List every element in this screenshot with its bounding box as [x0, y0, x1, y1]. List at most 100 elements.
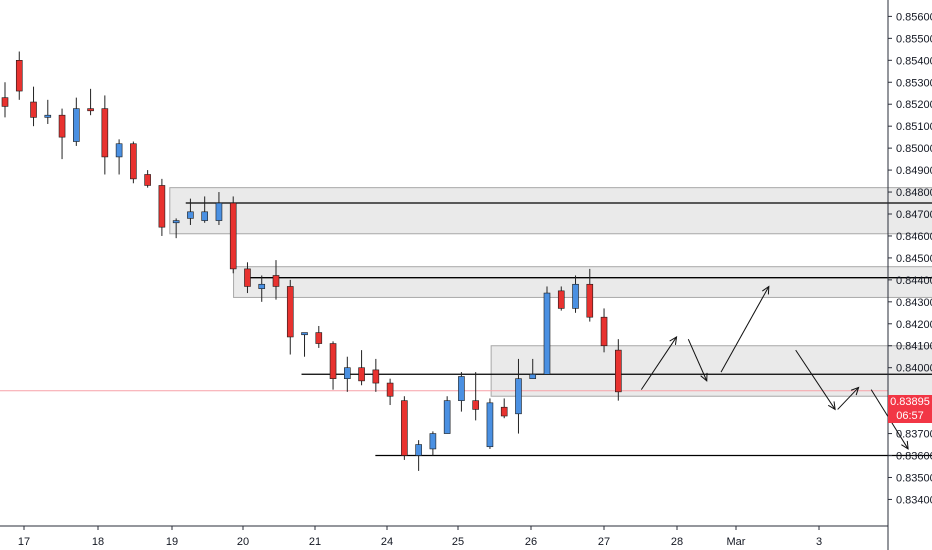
candle-23 — [315, 325, 323, 348]
projection-arrow-4[interactable] — [795, 349, 836, 411]
zone-box-1[interactable] — [169, 187, 932, 235]
candle-12 — [158, 178, 166, 236]
time-axis[interactable]: 17 18 19 20 21 24 25 26 27 28 Mar 3 — [18, 526, 822, 548]
candle-30 — [415, 440, 422, 471]
price-tick-label: 0.84800 — [896, 187, 932, 199]
time-tick-label: 3 — [816, 536, 822, 548]
candle-6 — [73, 97, 80, 146]
candle-body — [458, 376, 465, 401]
time-tick-label: Mar — [727, 536, 746, 548]
candle-body — [87, 108, 94, 112]
candle-body — [557, 290, 565, 309]
candle-3 — [30, 86, 37, 127]
price-tick-label: 0.84500 — [896, 253, 932, 265]
zone-box-2[interactable] — [233, 266, 932, 298]
candle-body — [73, 108, 80, 142]
price-tick-label: 0.84200 — [896, 319, 932, 331]
candle-17 — [229, 196, 237, 274]
candle-43 — [600, 308, 608, 353]
price-tick-label: 0.84000 — [896, 363, 932, 375]
candle-body — [172, 220, 180, 224]
candle-body — [272, 275, 280, 287]
candle-body — [244, 268, 251, 287]
price-tick-label: 0.83400 — [896, 494, 932, 506]
candle-28 — [386, 378, 394, 406]
price-axis[interactable]: 0.85600 0.85500 0.85400 0.85300 0.85200 0.851… — [888, 11, 932, 506]
price-tick-label: 0.84700 — [896, 209, 932, 221]
candle-9 — [115, 139, 123, 175]
price-tick-label: 0.85200 — [896, 99, 932, 111]
time-tick-label: 25 — [452, 536, 464, 548]
candle-body — [600, 316, 608, 347]
candle-35 — [486, 398, 494, 449]
candle-41 — [572, 275, 579, 313]
candle-body — [258, 283, 266, 289]
candle-body — [58, 114, 66, 138]
candlestick-series — [1, 51, 622, 471]
price-tick-label: 0.85600 — [896, 11, 932, 23]
candle-44 — [615, 339, 622, 401]
countdown-label: 06:57 — [888, 409, 932, 423]
price-tick-label: 0.84400 — [896, 275, 932, 287]
candle-body — [101, 108, 109, 158]
candle-42 — [586, 268, 594, 322]
candle-22 — [301, 332, 308, 357]
candle-39 — [543, 286, 551, 375]
candle-body — [429, 433, 437, 450]
candle-body — [286, 286, 294, 338]
candle-body — [130, 143, 137, 180]
candle-36 — [500, 398, 508, 419]
candle-14 — [187, 198, 194, 225]
projection-arrow-5[interactable] — [837, 386, 860, 410]
time-tick-label: 21 — [309, 536, 321, 548]
candle-5 — [58, 108, 66, 160]
time-tick-label: 17 — [18, 536, 30, 548]
candle-33 — [458, 372, 465, 412]
price-tick-label: 0.85500 — [896, 33, 932, 45]
candle-27 — [372, 358, 380, 392]
candle-34 — [472, 372, 479, 421]
candle-body — [44, 114, 52, 118]
candle-37 — [515, 358, 522, 434]
price-tick-label: 0.85300 — [896, 77, 932, 89]
candle-26 — [358, 350, 365, 386]
candle-body — [187, 211, 194, 219]
time-tick-label: 27 — [598, 536, 610, 548]
candle-body — [344, 367, 351, 379]
projection-arrow-2[interactable] — [687, 338, 708, 382]
candle-body — [358, 367, 365, 382]
candle-body — [1, 97, 9, 107]
time-tick-label: 19 — [166, 536, 178, 548]
candle-body — [30, 101, 37, 118]
candle-16 — [215, 192, 223, 225]
candle-body — [301, 332, 308, 336]
candle-10 — [130, 141, 137, 184]
candle-25 — [344, 356, 351, 392]
candle-body — [15, 60, 23, 92]
candle-38 — [529, 358, 537, 379]
time-tick-label: 26 — [525, 536, 537, 548]
candle-11 — [144, 170, 151, 188]
price-tick-label: 0.85000 — [896, 143, 932, 155]
candle-7 — [87, 88, 94, 116]
candle-body — [144, 174, 151, 186]
projection-arrow-3[interactable] — [720, 285, 770, 373]
support-resistance-zones — [169, 187, 932, 397]
projection-arrow-1[interactable] — [640, 336, 678, 390]
zone-box-3[interactable] — [490, 345, 932, 397]
candle-32 — [443, 396, 451, 434]
candle-20 — [272, 260, 280, 300]
candle-1 — [1, 82, 9, 118]
candle-21 — [286, 279, 294, 355]
candle-8 — [101, 95, 109, 175]
candle-body — [315, 332, 323, 344]
price-tick-label: 0.84600 — [896, 231, 932, 243]
time-tick-label: 24 — [381, 536, 393, 548]
price-tick-label: 0.85400 — [896, 55, 932, 67]
candle-body — [572, 283, 579, 309]
candle-body — [515, 378, 522, 415]
candle-body — [372, 369, 380, 384]
candle-15 — [201, 196, 208, 223]
time-tick-label: 28 — [671, 536, 683, 548]
